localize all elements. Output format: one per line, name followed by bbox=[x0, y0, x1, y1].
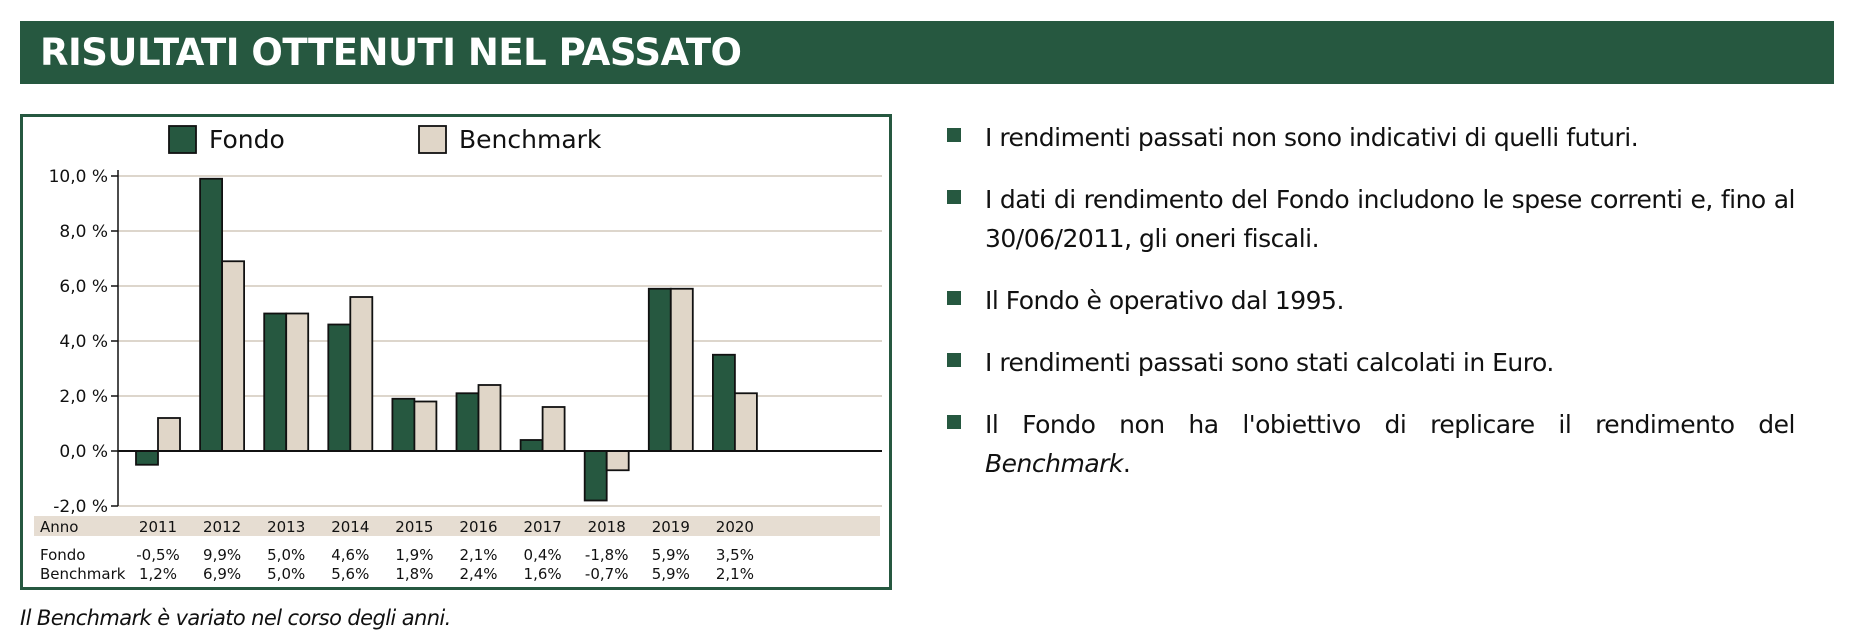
table-header-band bbox=[34, 516, 880, 536]
y-tick-label: 6,0 % bbox=[59, 277, 108, 297]
bar-fondo bbox=[391, 397, 416, 452]
bullet-square-icon bbox=[947, 128, 961, 142]
table-cell: 1,8% bbox=[395, 565, 433, 583]
bar-benchmark bbox=[605, 450, 630, 472]
table-cell: 1,9% bbox=[395, 546, 433, 564]
note-item: I rendimenti passati non sono indicativi… bbox=[945, 118, 1795, 157]
bar-fondo bbox=[327, 323, 352, 452]
table-cell: 2,1% bbox=[716, 565, 754, 583]
bar-fondo bbox=[647, 287, 672, 452]
bar-fondo bbox=[519, 439, 544, 452]
table-year-label: 2013 bbox=[267, 518, 305, 536]
table-cell: 5,0% bbox=[267, 546, 305, 564]
note-text: Il Fondo è operativo dal 1995. bbox=[985, 286, 1344, 315]
bar-benchmark bbox=[669, 287, 694, 452]
note-item: I dati di rendimento del Fondo includono… bbox=[945, 180, 1796, 258]
bar-chart: 10,0 % 8,0 % 6,0 % 4,0 % 2,0 % 0,0 % -2,0 % Fon… bbox=[34, 125, 882, 583]
table-year-label: 2016 bbox=[459, 518, 497, 536]
note-item: I rendimenti passati sono stati calcolat… bbox=[945, 343, 1795, 382]
table-cell: 5,9% bbox=[652, 565, 690, 583]
header-banner: RISULTATI OTTENUTI NEL PASSATO bbox=[20, 21, 1834, 84]
bar-benchmark bbox=[285, 312, 310, 452]
bullet-square-icon bbox=[947, 415, 961, 429]
legend-swatch-benchmark bbox=[418, 125, 447, 154]
bar-benchmark bbox=[413, 400, 438, 452]
table-cell: 5,6% bbox=[331, 565, 369, 583]
bar-fondo bbox=[199, 177, 224, 452]
bar-fondo bbox=[263, 312, 288, 452]
table-year-label: 2019 bbox=[652, 518, 690, 536]
table-cell: 5,9% bbox=[652, 546, 690, 564]
y-tick-label: 10,0 % bbox=[49, 167, 108, 187]
y-tick-label: -2,0 % bbox=[53, 497, 108, 517]
table-header-label: Anno bbox=[40, 518, 78, 536]
table-year-label: 2012 bbox=[203, 518, 241, 536]
table-cell: 4,6% bbox=[331, 546, 369, 564]
chart-panel: 10,0 % 8,0 % 6,0 % 4,0 % 2,0 % 0,0 % -2,0 % Fon… bbox=[20, 114, 892, 590]
legend-label: Fondo bbox=[209, 125, 285, 154]
note-item: Il Fondo non ha l'obiettivo di replicare… bbox=[945, 405, 1796, 483]
note-text: I dati di rendimento del Fondo includono… bbox=[985, 185, 1796, 253]
bullet-square-icon bbox=[947, 190, 961, 204]
bar-fondo bbox=[135, 450, 159, 466]
note-item: Il Fondo è operativo dal 1995. bbox=[945, 281, 1795, 320]
table-cell: 5,0% bbox=[267, 565, 305, 583]
table-year-label: 2011 bbox=[139, 518, 177, 536]
bar-benchmark bbox=[349, 296, 374, 452]
bar-benchmark bbox=[477, 384, 502, 452]
notes-list: I rendimenti passati non sono indicativi… bbox=[945, 118, 1796, 506]
bar-benchmark bbox=[541, 406, 566, 452]
y-tick-label: 2,0 % bbox=[59, 387, 108, 407]
table-cell: 2,4% bbox=[459, 565, 497, 583]
note-text: I rendimenti passati sono stati calcolat… bbox=[985, 348, 1554, 377]
table-year-label: 2018 bbox=[588, 518, 626, 536]
table-cell: 6,9% bbox=[203, 565, 241, 583]
table-cell: -1,8% bbox=[585, 546, 629, 564]
bar-fondo bbox=[455, 392, 480, 452]
table-year-label: 2020 bbox=[716, 518, 754, 536]
bar-fondo bbox=[712, 353, 736, 452]
table-cell: -0,5% bbox=[136, 546, 180, 564]
table-cell: 3,5% bbox=[716, 546, 754, 564]
table-cell: 0,4% bbox=[524, 546, 562, 564]
note-text: Il Fondo non ha l'obiettivo di replicare… bbox=[985, 405, 1796, 483]
footnote: Il Benchmark è variato nel corso degli a… bbox=[20, 606, 451, 630]
note-text-emphasis: Benchmark bbox=[985, 449, 1123, 478]
note-text-main: Il Fondo non ha l'obiettivo di replicare… bbox=[985, 410, 1796, 439]
y-tick-label: 0,0 % bbox=[59, 442, 108, 462]
y-tick-label: 8,0 % bbox=[59, 222, 108, 242]
table-year-label: 2017 bbox=[524, 518, 562, 536]
bar-benchmark bbox=[734, 392, 758, 452]
bar-fondo bbox=[583, 450, 608, 502]
table-year-label: 2015 bbox=[395, 518, 433, 536]
table-row-label: Fondo bbox=[40, 546, 85, 564]
bullet-square-icon bbox=[947, 353, 961, 367]
page-title: RISULTATI OTTENUTI NEL PASSATO bbox=[40, 31, 742, 74]
legend-swatch-fondo bbox=[168, 125, 197, 154]
bar-benchmark bbox=[221, 260, 246, 452]
legend-label: Benchmark bbox=[459, 125, 602, 154]
note-text: I rendimenti passati non sono indicativi… bbox=[985, 123, 1639, 152]
table-year-label: 2014 bbox=[331, 518, 369, 536]
table-cell: 9,9% bbox=[203, 546, 241, 564]
bullet-square-icon bbox=[947, 291, 961, 305]
table-cell: 2,1% bbox=[459, 546, 497, 564]
note-text-suffix: . bbox=[1122, 449, 1131, 478]
table-row-label: Benchmark bbox=[40, 565, 126, 583]
bar-benchmark bbox=[157, 417, 181, 452]
table-cell: 1,2% bbox=[139, 565, 177, 583]
table-cell: -0,7% bbox=[585, 565, 629, 583]
table-cell: 1,6% bbox=[524, 565, 562, 583]
y-tick-label: 4,0 % bbox=[59, 332, 108, 352]
